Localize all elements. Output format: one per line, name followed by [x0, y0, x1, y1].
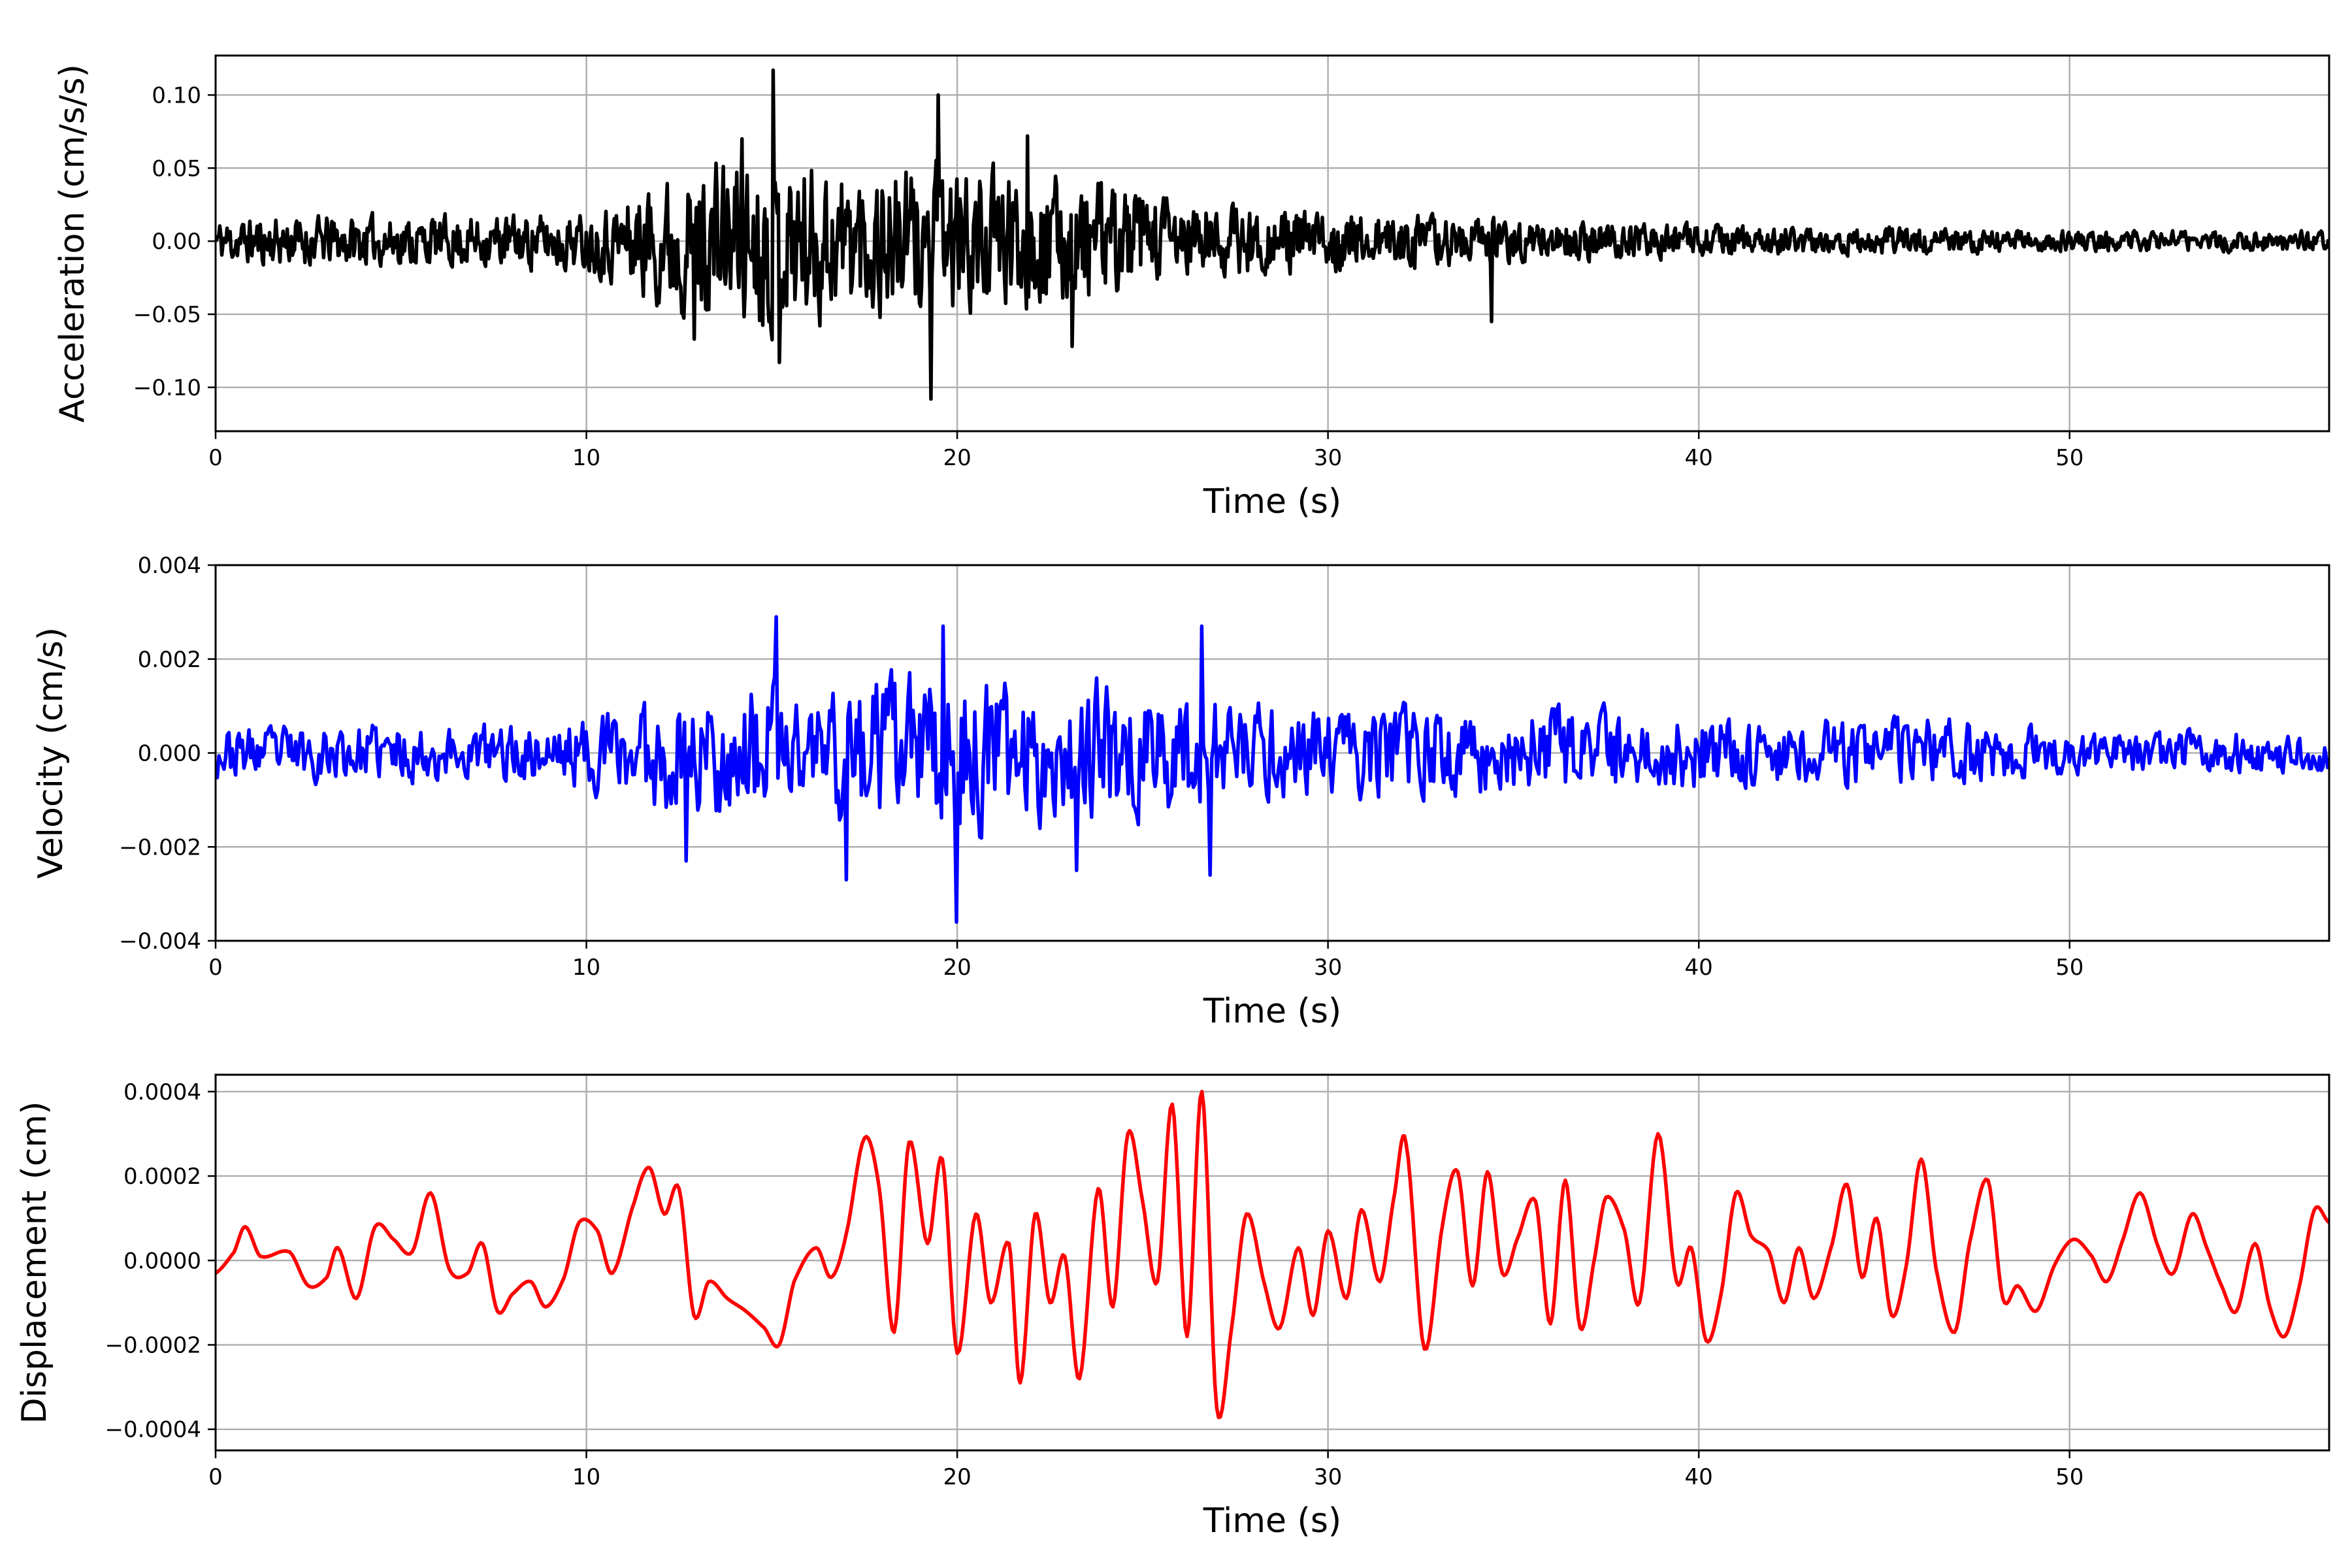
x-tick-label: 50 — [2055, 1464, 2083, 1490]
x-tick-label: 30 — [1314, 955, 1342, 981]
displacement-grid — [214, 1075, 2329, 1450]
x-tick-label: 40 — [1685, 1464, 1713, 1490]
y-tick-label: 0.000 — [138, 741, 201, 767]
displacement-axes-frame — [214, 1073, 2330, 1452]
y-tick-label: −0.004 — [119, 928, 201, 955]
velocity-x-axis-label: Time (s) — [1203, 992, 1341, 1031]
x-tick-label: 20 — [943, 1464, 971, 1490]
y-tick-label: −0.05 — [133, 302, 201, 328]
x-tick-label: 0 — [208, 955, 223, 981]
displacement-series-line — [216, 1090, 2329, 1420]
x-tick-label: 0 — [208, 1464, 223, 1490]
y-tick-label: 0.004 — [138, 553, 201, 579]
velocity-panel: 0 10 20 30 40 50 −0.004 −0.002 0.000 0.002 0.004 T… — [31, 553, 2330, 1031]
displacement-ticks: 0 10 20 30 40 50 −0.0004 −0.0002 0.0000 0.0002 0.0… — [105, 1079, 2084, 1490]
y-tick-label: −0.002 — [119, 834, 201, 860]
x-tick-label: 10 — [572, 445, 600, 471]
x-tick-label: 40 — [1685, 955, 1713, 981]
y-tick-label: 0.002 — [138, 647, 201, 673]
acceleration-ticks: 0 10 20 30 40 50 −0.10 −0.05 0.00 0.05 0.10 — [133, 82, 2084, 471]
x-tick-label: 20 — [943, 955, 971, 981]
velocity-trace — [216, 615, 2329, 924]
displacement-trace — [216, 1090, 2329, 1420]
x-tick-label: 10 — [572, 955, 600, 981]
acceleration-series-line — [216, 68, 2329, 401]
acceleration-axes-frame — [214, 54, 2330, 433]
acceleration-panel: 0 10 20 30 40 50 −0.10 −0.05 0.00 0.05 0.10 Time (… — [53, 54, 2330, 521]
x-tick-label: 0 — [208, 445, 223, 471]
displacement-y-axis-label: Displacement (cm) — [15, 1102, 54, 1424]
velocity-series-line — [216, 615, 2329, 924]
x-tick-label: 20 — [943, 445, 971, 471]
y-tick-label: 0.0004 — [123, 1079, 201, 1105]
y-tick-label: 0.10 — [152, 82, 201, 108]
y-tick-label: 0.0000 — [123, 1248, 201, 1274]
x-tick-label: 30 — [1314, 445, 1342, 471]
y-tick-label: 0.05 — [152, 155, 201, 182]
x-tick-label: 50 — [2055, 955, 2083, 981]
y-tick-label: −0.0004 — [105, 1417, 201, 1443]
velocity-ticks: 0 10 20 30 40 50 −0.004 −0.002 0.000 0.002 0.004 — [119, 553, 2083, 981]
x-tick-label: 50 — [2055, 445, 2083, 471]
acceleration-y-axis-label: Acceleration (cm/s/s) — [53, 64, 92, 423]
x-tick-label: 10 — [572, 1464, 600, 1490]
y-tick-label: 0.0002 — [123, 1164, 201, 1190]
x-tick-label: 30 — [1314, 1464, 1342, 1490]
displacement-panel: 0 10 20 30 40 50 −0.0004 −0.0002 0.0000 0.0002 0.0… — [15, 1073, 2330, 1541]
velocity-y-axis-label: Velocity (cm/s) — [31, 627, 71, 879]
acceleration-x-axis-label: Time (s) — [1203, 482, 1341, 521]
displacement-x-axis-label: Time (s) — [1203, 1501, 1341, 1541]
y-tick-label: −0.10 — [133, 375, 201, 401]
x-tick-label: 40 — [1685, 445, 1713, 471]
y-tick-label: −0.0002 — [105, 1332, 201, 1358]
y-tick-label: 0.00 — [152, 229, 201, 255]
acceleration-trace — [216, 68, 2329, 401]
